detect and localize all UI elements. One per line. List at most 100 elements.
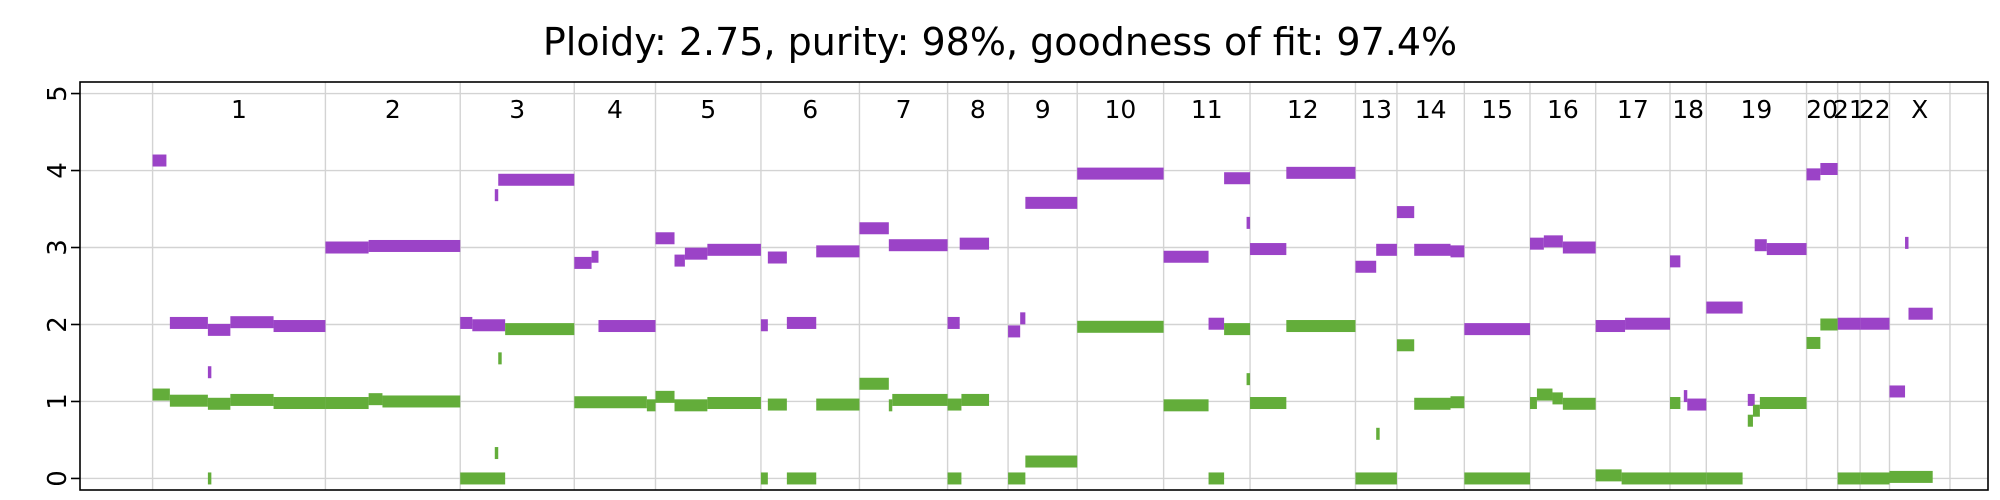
major-segment: [1889, 385, 1906, 398]
minor-segment: [498, 352, 502, 365]
chromosome-label: 12: [1287, 95, 1319, 124]
major-segment: [1025, 196, 1078, 209]
minor-segment: [888, 399, 893, 412]
minor-segment: [325, 397, 369, 410]
chromosome-label: 2: [385, 95, 401, 124]
minor-segment: [767, 398, 787, 411]
minor-segment: [859, 377, 889, 390]
major-segment: [207, 366, 212, 379]
minor-segment: [230, 393, 274, 406]
minor-segment: [382, 395, 461, 408]
minor-segment: [816, 398, 860, 411]
chromosome-label: 9: [1035, 95, 1051, 124]
chromosome-label: 19: [1741, 95, 1773, 124]
chromosome-label: 10: [1105, 95, 1137, 124]
major-segment: [959, 237, 990, 250]
major-segment: [674, 254, 685, 267]
minor-segment: [574, 396, 647, 409]
chromosome-label: 21: [1833, 95, 1865, 124]
chromosome-label: X: [1911, 95, 1928, 124]
chromosome-label: 6: [802, 95, 818, 124]
minor-segment: [273, 397, 326, 410]
major-segment: [1250, 243, 1287, 256]
chromosome-label: 17: [1617, 95, 1649, 124]
minor-segment: [947, 398, 962, 411]
minor-copy-number-series: [152, 318, 1933, 485]
minor-segment: [368, 393, 383, 406]
minor-segment: [1250, 397, 1287, 410]
minor-segment: [646, 399, 656, 412]
chromosome-label: 7: [896, 95, 912, 124]
chromosome-label: 13: [1360, 95, 1392, 124]
major-segment: [598, 320, 656, 333]
minor-segment: [1621, 472, 1670, 485]
minor-segment: [1860, 472, 1890, 485]
y-tick-label: 5: [43, 85, 73, 102]
major-segment: [1905, 236, 1909, 249]
chromosome-label: 16: [1547, 95, 1579, 124]
minor-segment: [674, 399, 708, 412]
major-segment: [655, 232, 675, 245]
minor-segment: [1752, 404, 1760, 417]
minor-segment: [786, 472, 817, 485]
minor-segment: [1552, 392, 1563, 405]
minor-segment: [207, 472, 212, 485]
major-segment: [760, 319, 768, 332]
minor-segment: [1747, 414, 1753, 427]
major-segment: [1687, 398, 1707, 411]
minor-segment: [1077, 320, 1164, 333]
minor-segment: [1595, 469, 1622, 482]
minor-segment: [1224, 323, 1251, 336]
major-segment: [1562, 241, 1596, 254]
minor-segment: [961, 393, 990, 406]
major-segment: [591, 250, 599, 263]
major-segment: [325, 241, 369, 254]
minor-segment: [1286, 320, 1356, 333]
major-segment: [1837, 317, 1861, 330]
major-copy-number-series: [152, 154, 1933, 411]
major-segment: [707, 243, 761, 256]
major-segment: [1543, 235, 1563, 248]
minor-segment: [1376, 427, 1380, 440]
y-axis: 0 1 2 3 4 5: [43, 85, 80, 487]
minor-segment: [892, 393, 948, 406]
minor-segment: [1837, 472, 1861, 485]
minor-segment: [1450, 396, 1465, 409]
minor-segment: [1670, 472, 1707, 485]
major-segment: [574, 256, 592, 269]
major-segment: [169, 316, 208, 329]
chromosome-label: 14: [1415, 95, 1447, 124]
major-segment: [786, 316, 817, 329]
major-segment: [273, 320, 326, 333]
minor-segment: [505, 323, 575, 336]
major-segment: [1747, 393, 1755, 406]
minor-segment: [1562, 397, 1596, 410]
chromosome-label: 22: [1859, 95, 1891, 124]
major-segment: [816, 245, 860, 258]
grid-lines: [80, 82, 1988, 490]
minor-segment: [1806, 336, 1821, 349]
major-segment: [1683, 390, 1688, 403]
chromosome-label: 1: [231, 95, 247, 124]
minor-segment: [1706, 472, 1743, 485]
major-segment: [1766, 243, 1807, 256]
minor-segment: [1355, 472, 1397, 485]
major-segment: [1908, 307, 1933, 320]
major-segment: [1530, 237, 1544, 250]
chromosome-label: 3: [509, 95, 525, 124]
minor-segment: [760, 472, 768, 485]
major-segment: [1450, 245, 1465, 258]
major-segment: [767, 251, 787, 264]
y-tick-label: 2: [43, 316, 73, 333]
chromosome-label: 20: [1806, 95, 1838, 124]
chart-title: Ploidy: 2.75, purity: 98%, goodness of f…: [543, 20, 1457, 64]
major-segment: [1224, 172, 1251, 185]
chromosome-label: 11: [1191, 95, 1223, 124]
major-segment: [1670, 255, 1681, 268]
major-segment: [498, 173, 575, 186]
minor-segment: [655, 390, 675, 403]
major-segment: [947, 316, 960, 329]
plot-frame: [79, 81, 1989, 491]
major-segment: [1806, 168, 1821, 181]
